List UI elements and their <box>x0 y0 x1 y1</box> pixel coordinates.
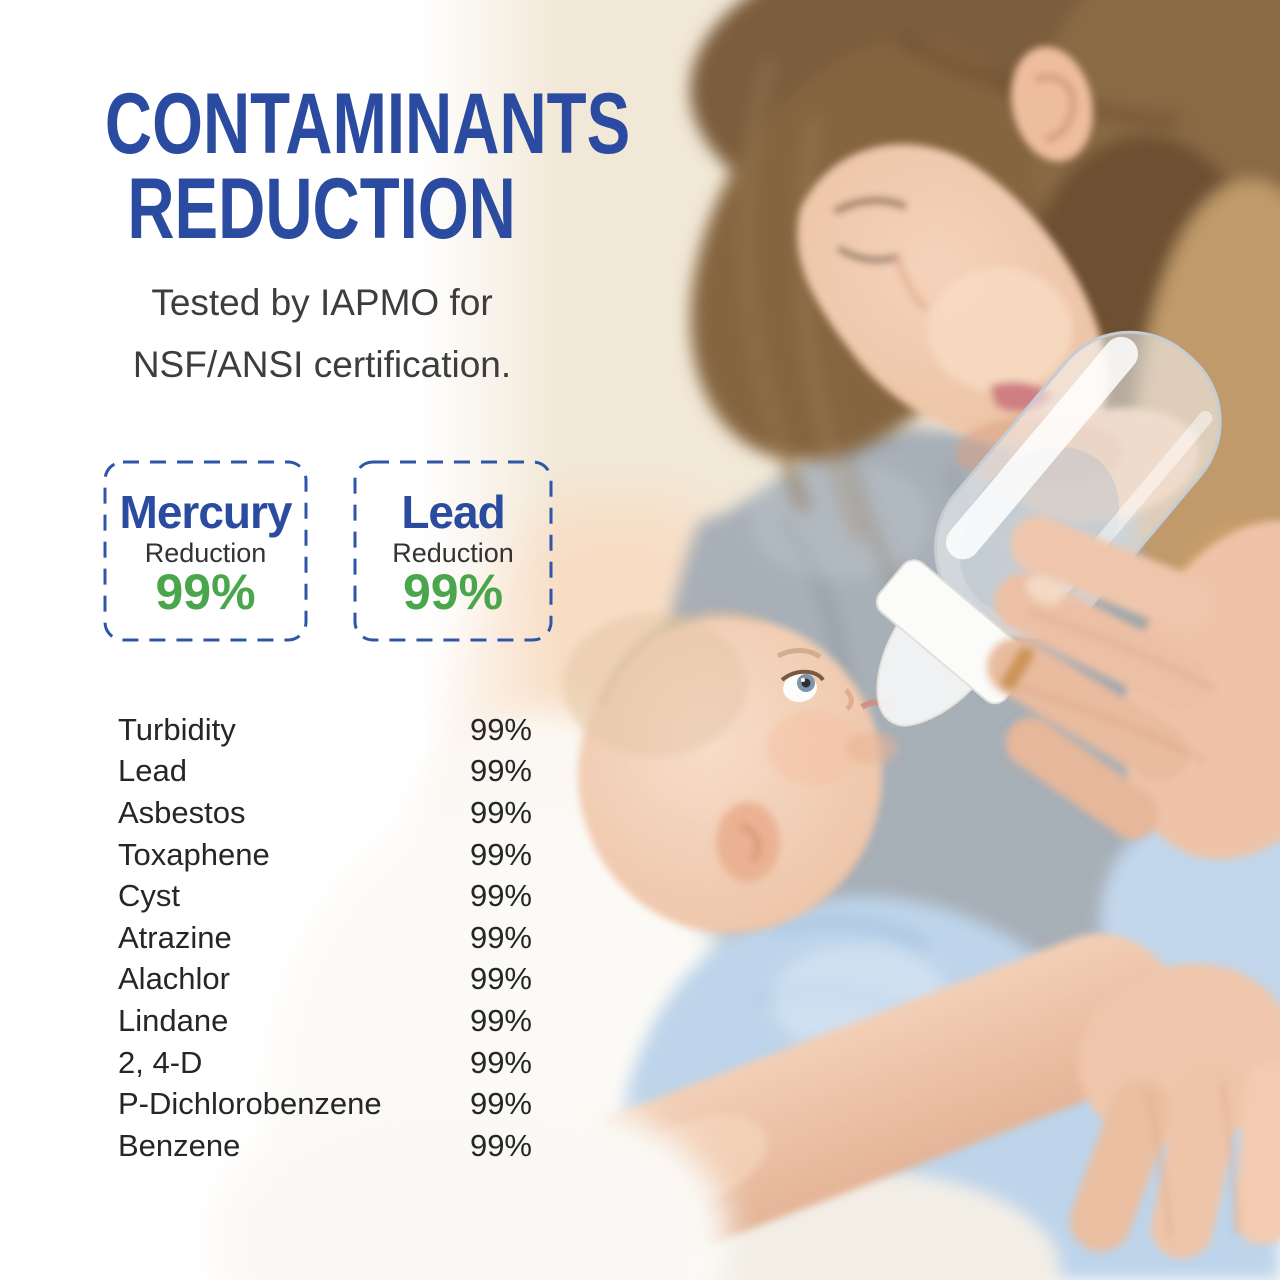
bottle-nipple <box>876 623 974 727</box>
wedding-ring <box>1000 646 1035 691</box>
table-row: P-Dichlorobenzene 99% <box>118 1083 532 1125</box>
contaminant-value: 99% <box>469 711 532 747</box>
contaminant-name: Lindane <box>118 1002 229 1038</box>
contaminant-name: Turbidity <box>118 711 236 747</box>
contaminant-name: Asbestos <box>118 794 246 830</box>
table-row: Toxaphene 99% <box>118 834 532 876</box>
contaminant-name: 2, 4-D <box>118 1044 203 1080</box>
stat-card-mercury: Mercury Reduction 99% <box>103 460 308 642</box>
contaminant-value: 99% <box>469 836 532 872</box>
card-contaminant: Lead <box>401 486 505 538</box>
baby-eye-icon <box>780 669 825 703</box>
subtitle-line-2: NSF/ANSI certification. <box>132 344 512 385</box>
contaminant-value: 99% <box>469 878 532 914</box>
table-row: Alachlor 99% <box>118 959 532 1001</box>
mother-ear-icon <box>1011 46 1093 162</box>
page-title: CONTAMINANTS REDUCTION <box>22 81 630 257</box>
card-contaminant: Mercury <box>119 486 293 538</box>
contaminant-value: 99% <box>469 1127 532 1163</box>
contaminant-name: P-Dichlorobenzene <box>118 1086 382 1122</box>
subtitle: Tested by IAPMO for NSF/ANSI certificati… <box>22 272 622 396</box>
contaminant-value: 99% <box>469 1044 532 1080</box>
baby-face <box>776 648 897 713</box>
contaminant-value: 99% <box>469 1086 532 1122</box>
stat-cards: Mercury Reduction 99% Lead Reduction 99% <box>103 460 553 642</box>
contaminant-value: 99% <box>469 753 532 789</box>
contaminant-name: Alachlor <box>118 961 230 997</box>
table-row: Cyst 99% <box>118 875 532 917</box>
contaminant-name: Cyst <box>118 878 180 914</box>
blanket-foreground <box>210 1080 730 1280</box>
contaminant-name: Atrazine <box>118 919 232 955</box>
card-value: 99% <box>155 564 256 620</box>
table-row: Benzene 99% <box>118 1125 532 1167</box>
subtitle-line-1: Tested by IAPMO for <box>151 282 493 323</box>
dashed-border <box>103 460 308 642</box>
stat-card-lead: Lead Reduction 99% <box>353 460 553 642</box>
table-row: 2, 4-D 99% <box>118 1042 532 1084</box>
contaminant-value: 99% <box>469 961 532 997</box>
table-row: Lead 99% <box>118 751 532 793</box>
table-row: Atrazine 99% <box>118 917 532 959</box>
card-label: Reduction <box>392 538 514 568</box>
contaminant-value: 99% <box>469 1002 532 1038</box>
mother-hand-on-baby <box>1069 1060 1280 1259</box>
table-row: Turbidity 99% <box>118 709 532 751</box>
title-line-1: CONTAMINANTS <box>104 76 631 172</box>
contaminant-value: 99% <box>469 919 532 955</box>
table-row: Asbestos 99% <box>118 792 532 834</box>
mother-hand-holding-bottle <box>987 516 1280 860</box>
contaminant-name: Benzene <box>118 1127 241 1163</box>
mother-arm <box>561 933 1280 1267</box>
title-line-2: REDUCTION <box>127 161 517 257</box>
card-label: Reduction <box>144 538 267 568</box>
contaminant-name: Toxaphene <box>118 836 270 872</box>
contaminant-list: Turbidity 99% Lead 99% Asbestos 99% Toxa… <box>118 709 532 1167</box>
table-row: Lindane 99% <box>118 1000 532 1042</box>
contaminant-name: Lead <box>118 753 187 789</box>
baby-ear-icon <box>716 802 780 882</box>
contaminant-value: 99% <box>469 794 532 830</box>
card-value: 99% <box>402 564 504 620</box>
dashed-border <box>353 460 553 642</box>
